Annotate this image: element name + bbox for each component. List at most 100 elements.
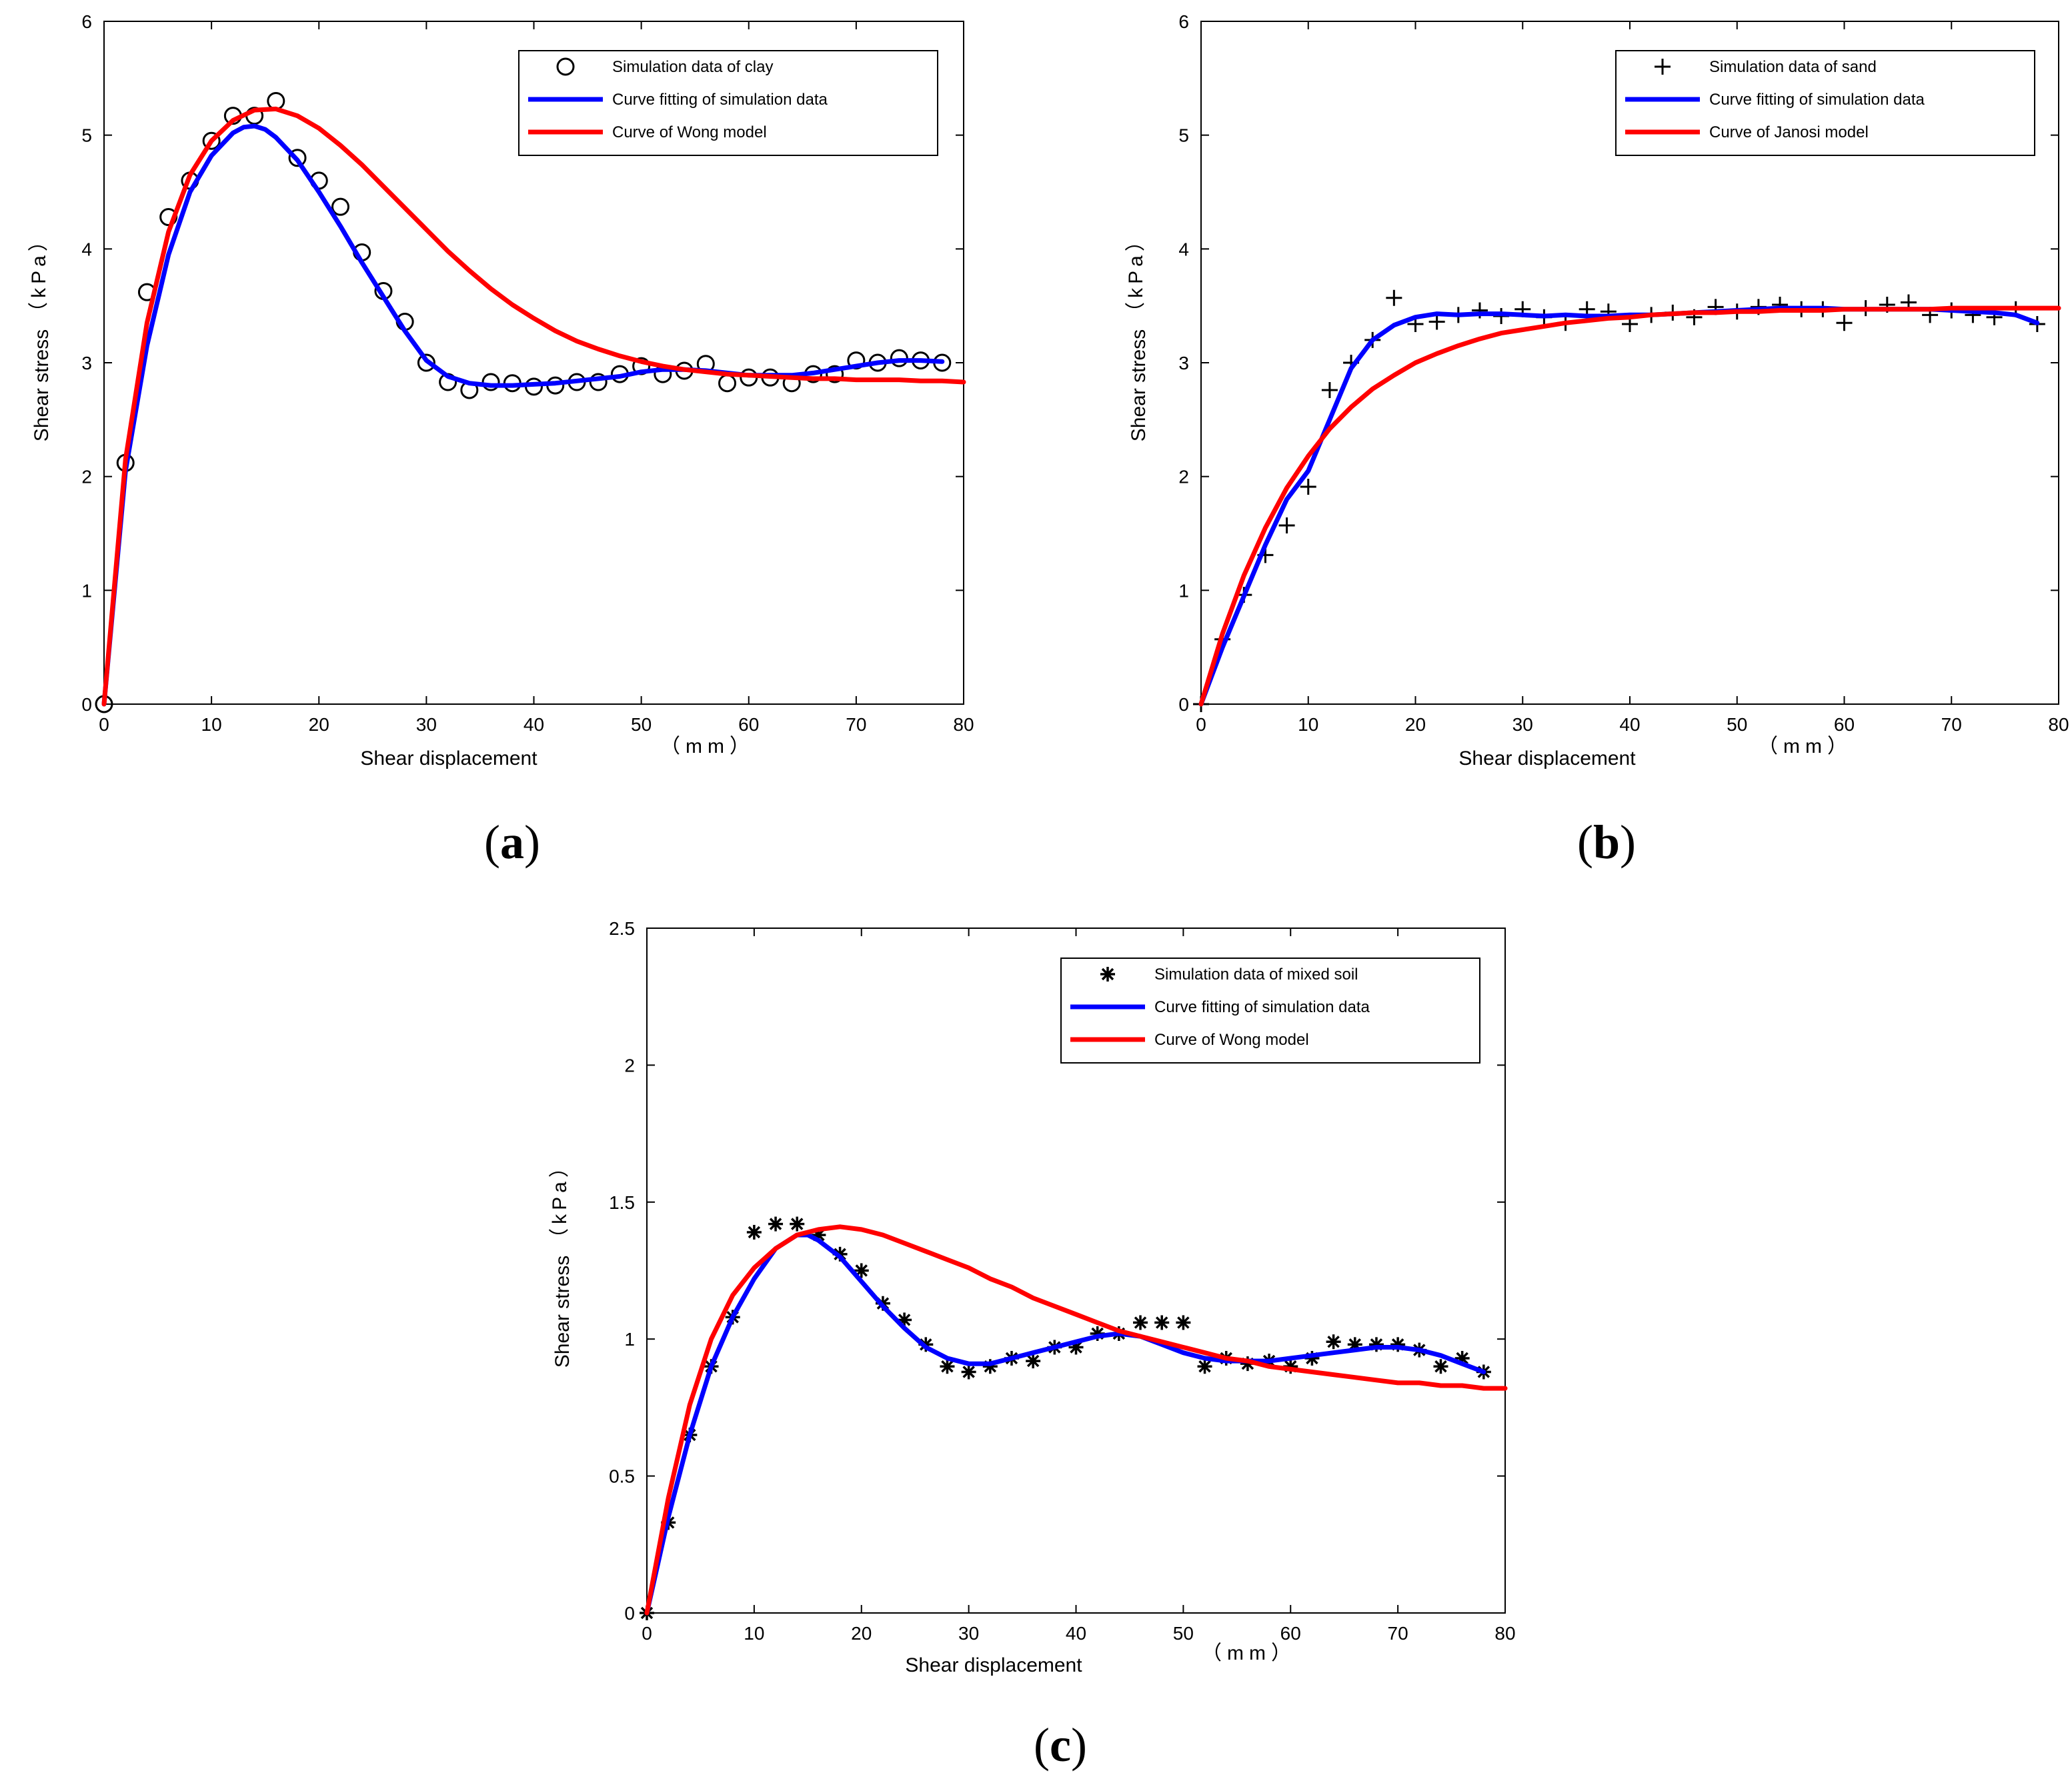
data-point-marker	[826, 365, 844, 383]
panel-caption: (a)	[484, 815, 540, 869]
x-tick-label: 40	[524, 714, 544, 735]
y-tick-label: 1	[1178, 580, 1189, 601]
x-tick-label: 50	[631, 714, 652, 735]
data-point-marker	[1240, 1356, 1255, 1372]
series-curve-of-wong-model	[101, 106, 966, 707]
y-tick-label: 2.5	[609, 918, 635, 939]
data-point-marker	[1176, 1315, 1191, 1330]
chart-b: 0 10 20 30 40 50 60 70 80 0 1 2 3 4 5 6 Simulation data …	[1125, 11, 2069, 869]
panel-caption: (b)	[1577, 815, 1636, 869]
x-tick-label: 60	[1834, 714, 1855, 735]
caption-open-paren: (	[484, 815, 500, 869]
y-axis-unit: （kPa）	[28, 227, 50, 322]
x-axis-unit: （mm）	[1758, 735, 1853, 757]
y-tick-label: 0.5	[609, 1466, 635, 1487]
data-point-marker	[1321, 381, 1338, 398]
series-curve-fitting-of-simulation-data	[101, 123, 945, 707]
data-point-marker	[811, 1228, 826, 1243]
data-point-marker	[768, 1216, 784, 1232]
y-axis-unit: （kPa）	[549, 1154, 571, 1248]
data-point-marker	[790, 1216, 805, 1232]
data-point-marker	[1428, 313, 1445, 330]
chart-c: 0 10 20 30 40 50 60 70 80 0 0.5 1 1.5 2 2.5 Simulation …	[549, 918, 1516, 1772]
x-tick-label: 40	[1066, 1623, 1086, 1644]
legend-entry-label: Curve of Janosi model	[1709, 123, 1869, 141]
model-curve-line	[644, 1224, 1508, 1616]
x-tick-label: 20	[851, 1623, 872, 1644]
y-tick-label: 4	[1178, 239, 1189, 259]
data-point-marker	[982, 1359, 998, 1374]
data-point-marker	[1836, 315, 1853, 331]
x-tick-label: 30	[416, 714, 437, 735]
x-axis-unit: （mm）	[660, 735, 755, 757]
x-tick-label: 40	[1619, 714, 1640, 735]
data-point-marker	[854, 1263, 869, 1278]
data-point-marker	[1368, 1337, 1384, 1352]
y-axis-label: Shear stress	[31, 329, 53, 441]
x-tick-label: 60	[738, 714, 759, 735]
legend-box	[1060, 958, 1480, 1064]
x-tick-label: 80	[953, 714, 974, 735]
data-point-marker	[897, 1312, 912, 1328]
fitting-curve-line	[101, 123, 945, 707]
legend-entry-label: Curve of Wong model	[612, 123, 767, 141]
data-point-marker	[417, 353, 435, 372]
data-point-marker	[1154, 1315, 1170, 1330]
y-tick-label: 3	[1178, 353, 1189, 373]
legend-entry-label: Curve fitting of simulation data	[1154, 998, 1370, 1016]
panel-caption: (c)	[1034, 1718, 1087, 1772]
legend-box	[518, 50, 938, 156]
y-tick-label: 1	[624, 1329, 635, 1350]
y-tick-label: 1.5	[609, 1192, 635, 1213]
y-axis-label: Shear stress	[1128, 329, 1150, 441]
data-point-marker	[331, 197, 349, 216]
data-point-marker	[1300, 479, 1316, 495]
caption-letter: a	[500, 815, 524, 869]
caption-letter: b	[1593, 815, 1620, 869]
y-tick-label: 5	[81, 125, 92, 146]
x-tick-label: 70	[846, 714, 866, 735]
legend-entry-label: Curve fitting of simulation data	[1709, 91, 1925, 109]
caption-close-paren: )	[1071, 1718, 1087, 1772]
x-tick-label: 10	[1298, 714, 1318, 735]
data-point-marker	[1304, 1350, 1320, 1366]
y-tick-label: 2	[1178, 467, 1189, 487]
caption-close-paren: )	[1620, 815, 1636, 869]
x-tick-label: 70	[1941, 714, 1962, 735]
legend: Simulation data of clay Curve fitting of …	[518, 50, 938, 156]
legend: Simulation data of sand Curve fitting of …	[1615, 50, 2035, 156]
legend-entry-label: Simulation data of mixed soil	[1154, 966, 1358, 984]
legend-entry-label: Simulation data of sand	[1709, 58, 1877, 76]
data-point-marker	[1283, 1359, 1298, 1374]
caption-close-paren: )	[524, 815, 540, 869]
x-tick-label: 0	[642, 1623, 652, 1644]
legend-entry-label: Curve of Wong model	[1154, 1031, 1309, 1049]
x-tick-label: 20	[1405, 714, 1426, 735]
series-curve-of-wong-model	[644, 1224, 1508, 1616]
caption-open-paren: (	[1577, 815, 1593, 869]
x-tick-label: 10	[744, 1623, 764, 1644]
x-tick-label: 60	[1280, 1623, 1301, 1644]
data-point-marker	[1433, 1359, 1448, 1374]
data-point-marker	[1278, 517, 1295, 534]
caption-letter: c	[1050, 1718, 1071, 1772]
series-curve-of-janosi-model	[1198, 305, 2061, 707]
data-point-marker	[1197, 1359, 1212, 1374]
x-tick-label: 50	[1727, 714, 1747, 735]
y-tick-label: 5	[1178, 125, 1189, 146]
x-tick-label: 80	[2048, 714, 2069, 735]
data-point-marker	[481, 373, 500, 391]
y-axis-unit: （kPa）	[1125, 227, 1147, 322]
data-point-marker	[1454, 1350, 1470, 1366]
x-tick-label: 0	[99, 714, 109, 735]
y-tick-label: 6	[1178, 11, 1189, 32]
caption-open-paren: (	[1034, 1718, 1050, 1772]
x-tick-label: 80	[1494, 1623, 1515, 1644]
data-point-marker	[1133, 1315, 1148, 1330]
model-curve-line	[1198, 305, 2061, 707]
x-axis-unit: （mm）	[1202, 1642, 1296, 1664]
y-tick-label: 6	[81, 11, 92, 32]
y-tick-label: 4	[81, 239, 92, 259]
data-point-marker	[1026, 1354, 1041, 1369]
